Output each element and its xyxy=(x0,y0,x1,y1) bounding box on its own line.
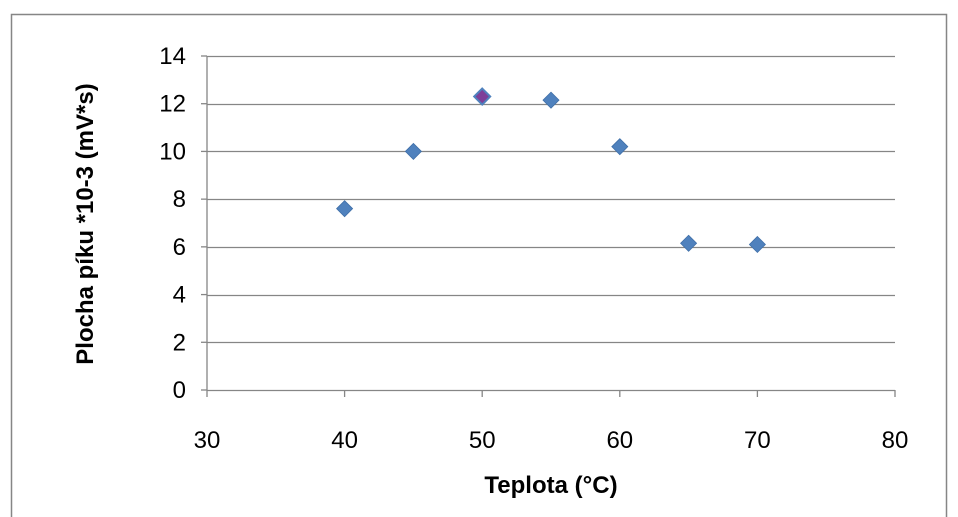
axes xyxy=(201,55,896,397)
x-tick-label: 70 xyxy=(744,427,771,454)
x-tick-label: 50 xyxy=(469,427,496,454)
y-tick-label: 0 xyxy=(173,377,186,404)
data-point-diamond xyxy=(472,87,492,106)
y-tick-label: 8 xyxy=(173,186,186,213)
data-point-diamond xyxy=(748,235,766,254)
x-tick-label: 40 xyxy=(331,427,358,454)
y-tick-label: 10 xyxy=(159,138,186,165)
y-tick-label: 4 xyxy=(173,282,186,309)
y-tick-label: 2 xyxy=(173,329,186,356)
y-tick-label: 12 xyxy=(159,91,186,118)
data-points xyxy=(336,87,766,254)
data-point-diamond xyxy=(542,91,560,109)
y-tick-label: 14 xyxy=(159,43,186,70)
gridlines xyxy=(207,55,895,344)
x-tick-label: 60 xyxy=(606,427,633,454)
data-point-diamond xyxy=(680,234,698,252)
x-tick-label: 80 xyxy=(882,427,909,454)
data-point-diamond xyxy=(404,142,422,160)
data-point-diamond xyxy=(336,200,354,218)
y-axis-title: Plocha píku *10-3 (mV*s) xyxy=(72,83,99,364)
x-axis-title: Teplota (°C) xyxy=(484,472,617,499)
x-tick-label: 30 xyxy=(194,427,221,454)
y-tick-label: 6 xyxy=(173,234,186,261)
data-point-diamond xyxy=(611,138,629,156)
tick-labels: 0 2 4 6 8 10 12 14 30 40 50 60 70 80 xyxy=(159,43,908,454)
